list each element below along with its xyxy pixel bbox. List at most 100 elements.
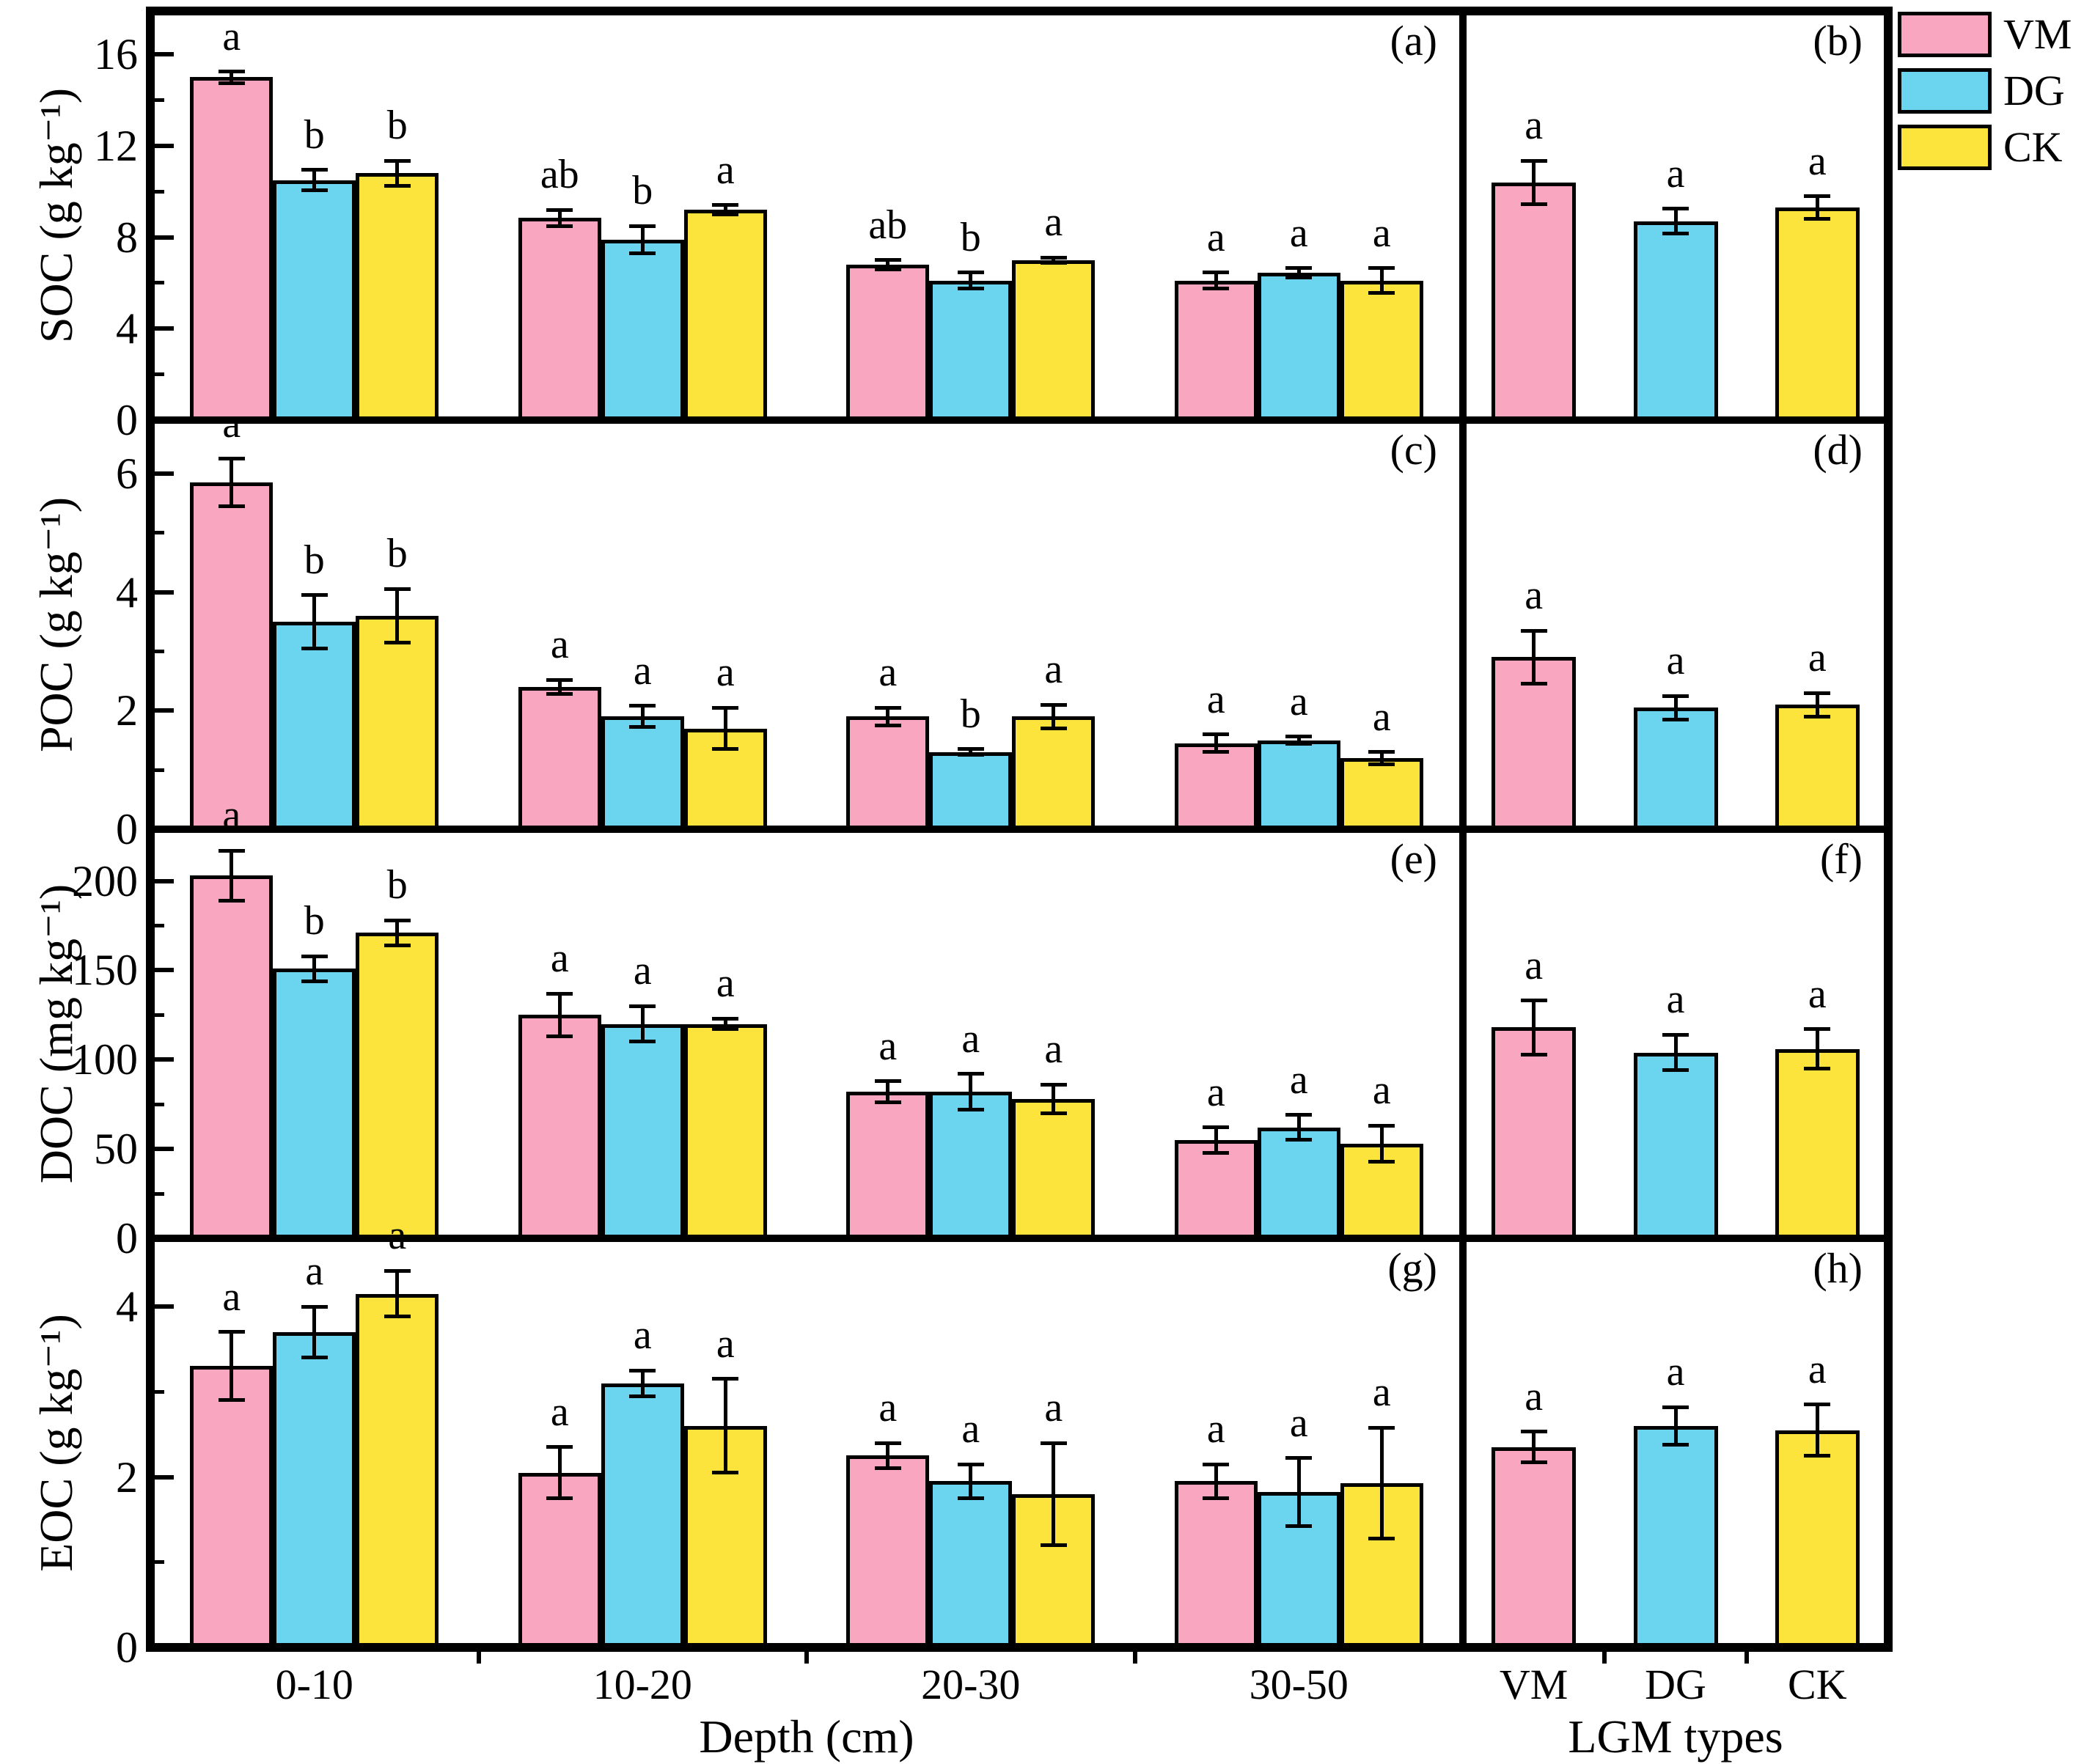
x-axis-title-lgm-types: LGM types	[1568, 1710, 1783, 1763]
error-bar	[1379, 268, 1384, 293]
error-bar-cap-bottom	[1520, 682, 1547, 686]
error-bar	[1379, 751, 1384, 765]
panel-letter: (e)	[1390, 835, 1437, 883]
error-bar	[1296, 736, 1301, 744]
error-bar-cap-bottom	[874, 267, 901, 271]
error-bar-cap-top	[629, 1368, 656, 1372]
error-bar-cap-top	[384, 918, 411, 922]
error-bar	[230, 850, 234, 901]
significance-letter: a	[1525, 942, 1544, 988]
x-axis-title-depth: Depth (cm)	[699, 1710, 914, 1763]
bar-g-10-20-dg	[601, 1383, 684, 1647]
legend-label-dg: DG	[2003, 67, 2065, 114]
error-bar-cap-top	[1285, 1113, 1313, 1117]
legend: VM DG CK	[1898, 11, 2072, 180]
error-bar-cap-bottom	[957, 1108, 984, 1112]
significance-letter: b	[304, 898, 325, 944]
y-minor-tick	[150, 1560, 164, 1565]
error-bar	[886, 708, 890, 726]
significance-letter: a	[550, 622, 569, 668]
error-bar-cap-bottom	[1520, 202, 1547, 206]
error-bar	[312, 169, 317, 191]
y-major-tick	[150, 326, 174, 331]
error-bar-cap-bottom	[1520, 1460, 1547, 1465]
frame-line	[146, 416, 1893, 424]
error-bar-cap-bottom	[1662, 1442, 1689, 1447]
error-bar-cap-bottom	[1040, 261, 1067, 265]
error-bar-cap-bottom	[218, 504, 245, 508]
x-category-label: 30-50	[1249, 1661, 1349, 1708]
y-major-tick	[150, 471, 174, 476]
bar-d-ck-ck	[1775, 705, 1860, 829]
error-bar-cap-top	[1040, 702, 1067, 707]
error-bar	[1214, 734, 1218, 752]
bar-c-0-10-dg	[273, 621, 356, 829]
y-major-tick	[150, 878, 174, 883]
bar-c-10-20-vm	[518, 686, 601, 829]
panel-d: (d) a a a	[1463, 420, 1888, 829]
error-bar-cap-bottom	[1203, 750, 1230, 754]
error-bar-cap-bottom	[384, 183, 411, 188]
significance-letter: a	[961, 1406, 980, 1452]
bar-a-20-30-dg	[929, 280, 1013, 420]
significance-letter: a	[1289, 1400, 1308, 1446]
bar-b-vm-vm	[1492, 182, 1577, 420]
error-bar-cap-top	[1804, 691, 1831, 695]
error-bar	[395, 161, 400, 186]
significance-letter: a	[1525, 103, 1544, 149]
error-bar-cap-top	[546, 207, 573, 212]
bar-e-0-10-dg	[273, 969, 356, 1238]
significance-letter: a	[1289, 1056, 1308, 1103]
error-bar-cap-top	[1520, 1430, 1547, 1434]
error-bar-cap-top	[629, 704, 656, 708]
error-bar	[557, 1447, 562, 1499]
y-major-tick	[150, 708, 174, 713]
error-bar-cap-bottom	[218, 81, 245, 85]
error-bar-cap-bottom	[629, 725, 656, 730]
x-minor-tick	[476, 1646, 481, 1664]
panel-letter: (g)	[1387, 1244, 1437, 1292]
error-bar-cap-bottom	[1804, 217, 1831, 221]
bar-e-10-20-ck	[683, 1024, 767, 1238]
error-bar-cap-top	[874, 1079, 901, 1084]
error-bar	[1673, 696, 1678, 720]
error-bar	[969, 1464, 973, 1499]
significance-letter: a	[878, 1385, 898, 1430]
error-bar	[1673, 208, 1678, 234]
y-minor-tick	[150, 924, 164, 928]
error-bar-cap-bottom	[1804, 1453, 1831, 1458]
legend-item-dg: DG	[1898, 67, 2072, 114]
error-bar-cap-top	[1804, 194, 1831, 198]
error-bar-cap-top	[301, 168, 328, 172]
bar-c-30-50-dg	[1257, 740, 1340, 829]
y-tick-label: 150	[72, 946, 138, 995]
significance-letter: a	[1044, 1385, 1063, 1430]
bar-c-20-30-ck	[1012, 716, 1096, 829]
error-bar-cap-bottom	[1285, 275, 1313, 279]
bar-d-vm-vm	[1492, 657, 1577, 829]
error-bar-cap-top	[546, 1445, 573, 1449]
error-bar-cap-bottom	[546, 1034, 573, 1039]
significance-letter: a	[550, 1389, 569, 1435]
y-axis-title: DOC (mg kg⁻¹)	[30, 883, 82, 1184]
bar-a-30-50-ck	[1340, 280, 1423, 420]
error-bar	[557, 210, 562, 227]
error-bar	[557, 993, 562, 1037]
bar-c-20-30-vm	[846, 716, 930, 829]
error-bar-cap-top	[1203, 1125, 1230, 1130]
error-bar-cap-bottom	[874, 723, 901, 727]
error-bar	[723, 1378, 727, 1473]
error-bar-cap-bottom	[1662, 717, 1689, 721]
y-minor-tick	[150, 98, 164, 103]
legend-swatch-vm	[1898, 12, 1992, 57]
error-bar-cap-top	[1368, 750, 1395, 754]
error-bar	[1296, 1114, 1301, 1140]
error-bar	[886, 1443, 890, 1469]
error-bar-cap-top	[1368, 266, 1395, 271]
y-major-tick	[150, 1057, 174, 1062]
significance-letter: b	[386, 531, 408, 577]
error-bar-cap-top	[384, 1268, 411, 1273]
bar-a-10-20-vm	[518, 218, 601, 420]
error-bar-cap-bottom	[384, 943, 411, 947]
